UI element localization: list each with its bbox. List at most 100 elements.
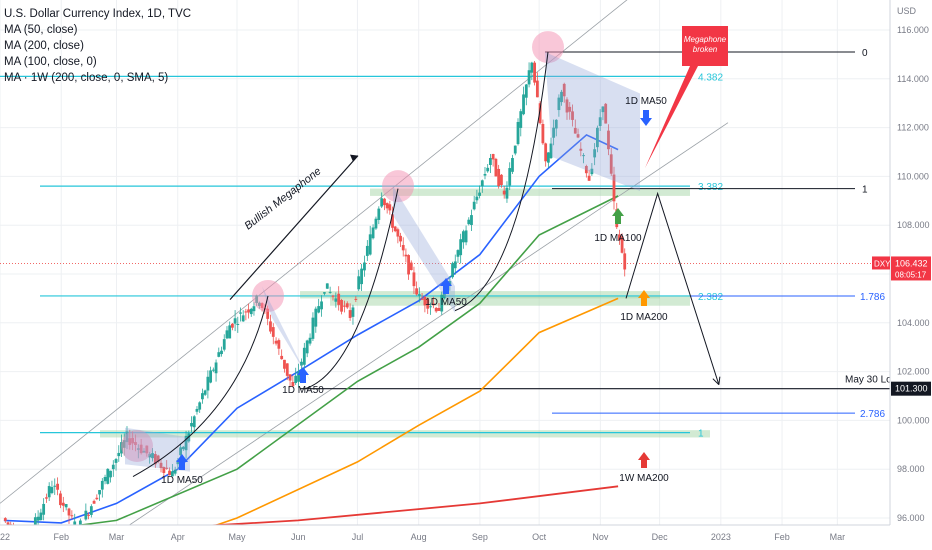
candle-body — [64, 504, 68, 508]
candle-body — [73, 521, 77, 525]
candle-body — [288, 374, 292, 381]
candle-body — [162, 466, 166, 473]
candle-body — [56, 483, 60, 490]
candle-body — [368, 234, 372, 255]
candle-body — [546, 152, 550, 163]
candle-body — [239, 312, 242, 314]
candle-body — [480, 180, 484, 187]
projection-path — [625, 191, 720, 385]
candle-body — [61, 502, 65, 506]
candle-body — [236, 323, 240, 325]
candle-body — [153, 454, 157, 465]
candle-body — [486, 167, 490, 172]
callout-bubble — [645, 26, 728, 168]
candle-body — [565, 99, 569, 113]
candle-body — [440, 294, 444, 312]
candle-body — [549, 143, 553, 159]
candle-body — [423, 296, 427, 306]
candle-body — [618, 234, 621, 241]
candle-body — [393, 226, 397, 232]
candle-body — [354, 298, 358, 300]
candle-body — [437, 308, 441, 311]
candle-body — [111, 464, 115, 470]
candle-body — [334, 298, 338, 302]
candle-body — [576, 134, 580, 138]
candle-body — [502, 190, 506, 195]
candle-body — [117, 452, 121, 457]
rally-arc — [454, 51, 549, 312]
symbol-tag — [872, 256, 890, 270]
candle-body — [535, 80, 539, 98]
ma50-label: 1D MA50 — [282, 385, 324, 396]
candle-body — [271, 327, 275, 337]
ma50-label: 1D MA50 — [625, 96, 667, 107]
candle-body — [415, 288, 419, 295]
candle-body — [417, 294, 421, 296]
ma200-line — [141, 297, 619, 550]
time-tick-label: May — [228, 532, 246, 542]
candle-body — [170, 471, 174, 477]
candle-body — [467, 219, 471, 225]
candle-body — [623, 253, 627, 270]
candle-body — [214, 362, 218, 374]
candle-body — [483, 173, 487, 176]
candle-body — [562, 83, 566, 97]
time-tick-label: Jun — [291, 532, 306, 542]
candle-body — [500, 174, 503, 185]
candle-body — [33, 517, 37, 532]
ma100-label: 1D MA100 — [594, 233, 642, 244]
candle-body — [106, 468, 110, 484]
grid — [0, 0, 890, 525]
candle-body — [601, 106, 605, 113]
candle-body — [451, 263, 454, 278]
candle-body — [519, 111, 523, 128]
candle-body — [328, 291, 332, 293]
candle-body — [609, 154, 613, 174]
ma50-arrow — [640, 110, 652, 126]
fib-level-label: 3.382 — [698, 182, 723, 193]
time-tick-label: Dec — [652, 532, 669, 542]
price-tag-countdown: 08:05:17 — [895, 270, 927, 279]
may-30-low-label: May 30 Low — [845, 375, 900, 386]
candle-body — [168, 470, 171, 476]
candle-body — [39, 512, 43, 521]
candle-body — [100, 480, 104, 490]
candle-body — [554, 119, 558, 129]
candle-body — [434, 307, 438, 312]
candle-body — [217, 352, 221, 357]
time-tick-label: Oct — [532, 532, 547, 542]
candle-body — [404, 254, 408, 257]
candle-body — [98, 490, 101, 495]
candle-body — [598, 117, 602, 126]
candle-body — [244, 311, 248, 313]
candle-body — [78, 520, 82, 529]
callout-line-2: broken — [693, 45, 718, 54]
candle-body — [274, 340, 278, 344]
candle-body — [584, 166, 588, 174]
candle-body — [297, 371, 300, 382]
candle-body — [266, 308, 270, 319]
candle-body — [3, 518, 7, 521]
candle-body — [607, 130, 610, 150]
low-tag-value: 101.300 — [895, 384, 928, 394]
pullback-channel — [545, 51, 640, 192]
time-tick-label: Mar — [830, 532, 846, 542]
candle-body — [231, 323, 234, 328]
candle-body — [331, 295, 335, 297]
candle-body — [345, 303, 349, 308]
candle-body — [530, 62, 534, 73]
candle-body — [596, 127, 599, 148]
candle-body — [541, 123, 545, 144]
callout-line-1: Megaphone — [684, 35, 727, 44]
candle-body — [478, 192, 481, 196]
candle-body — [448, 281, 452, 286]
candle-body — [360, 268, 363, 285]
chart-legend: U.S. Dollar Currency Index, 1D, TVC MA (… — [4, 6, 191, 86]
ma50-line — [3, 133, 619, 524]
candle-body — [453, 261, 457, 269]
candle-body — [544, 143, 548, 162]
candle-body — [552, 127, 556, 138]
candle-body — [285, 363, 289, 376]
price-tick-label: 100.000 — [897, 415, 930, 425]
